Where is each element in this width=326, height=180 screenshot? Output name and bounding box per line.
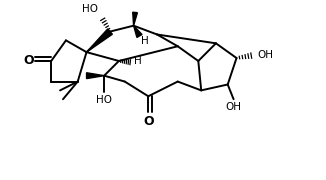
Text: OH: OH (226, 102, 242, 112)
Polygon shape (86, 73, 104, 79)
Text: O: O (143, 115, 154, 128)
Text: OH: OH (257, 50, 273, 60)
Text: H: H (134, 56, 141, 66)
Polygon shape (133, 12, 137, 26)
Text: O: O (23, 55, 34, 68)
Polygon shape (134, 26, 142, 37)
Text: HO: HO (96, 95, 112, 105)
Polygon shape (86, 29, 112, 52)
Text: HO: HO (82, 4, 98, 14)
Text: H: H (141, 36, 149, 46)
